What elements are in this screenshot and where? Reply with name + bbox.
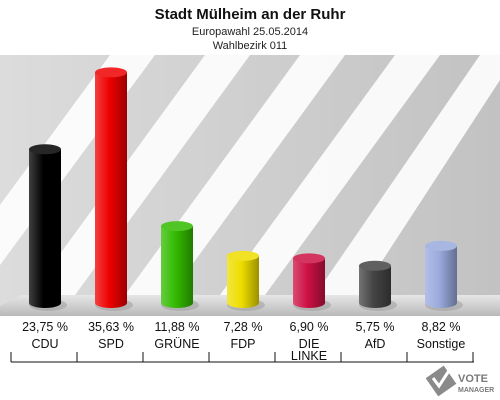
value-label: 8,82 % (422, 320, 461, 334)
bar-top (293, 253, 325, 264)
chart-title: Stadt Mülheim an der Ruhr (155, 6, 346, 23)
bar-body (359, 265, 391, 308)
category-label: AfD (365, 337, 386, 351)
bars-group (29, 67, 463, 311)
bar-body (227, 255, 259, 308)
bar-top (359, 260, 391, 271)
category-label: GRÜNE (154, 337, 199, 351)
bar-afd (359, 260, 397, 311)
category-label: Sonstige (417, 337, 466, 351)
bar-body (29, 149, 61, 308)
bar-grüne (161, 221, 199, 311)
ballot-check-icon (425, 365, 457, 397)
value-label: 23,75 % (22, 320, 68, 334)
labels-group: 23,75 % 35,63 % 11,88 % 7,28 % 6,90 % 5,75 % 8… (10, 320, 474, 363)
bar-top (227, 250, 259, 261)
bar-body (293, 258, 325, 308)
bar-body (95, 72, 127, 309)
logo-text-vote: VOTE (458, 373, 488, 385)
category-brackets (10, 352, 474, 363)
value-label: 5,75 % (356, 320, 395, 334)
bar-body (161, 226, 193, 308)
value-label: 35,63 % (88, 320, 134, 334)
bar-top (161, 221, 193, 232)
category-label: SPD (98, 337, 124, 351)
chart-background (0, 55, 500, 316)
bar-spd (95, 67, 133, 311)
value-label: 7,28 % (224, 320, 263, 334)
bar-top (95, 67, 127, 78)
bar-top (29, 144, 61, 155)
category-label: LINKE (291, 349, 327, 363)
bar-sonstige (425, 240, 463, 311)
chart-subtitle-2: Wahlbezirk 011 (213, 40, 288, 52)
bar-fdp (227, 250, 265, 311)
bar-body (425, 245, 457, 308)
category-label: FDP (231, 337, 256, 351)
value-label: 11,88 % (155, 320, 200, 334)
category-label: CDU (31, 337, 58, 351)
bar-top (425, 240, 457, 251)
vote-manager-logo: VOTE MANAGER (425, 365, 494, 397)
category-label: DIE (299, 337, 320, 351)
bar-cdu (29, 144, 67, 311)
logo-text-manager: MANAGER (458, 387, 494, 394)
value-label: 6,90 % (290, 320, 329, 334)
chart-subtitle: Europawahl 25.05.2014 (192, 26, 308, 38)
bar-die-linke (293, 253, 331, 311)
